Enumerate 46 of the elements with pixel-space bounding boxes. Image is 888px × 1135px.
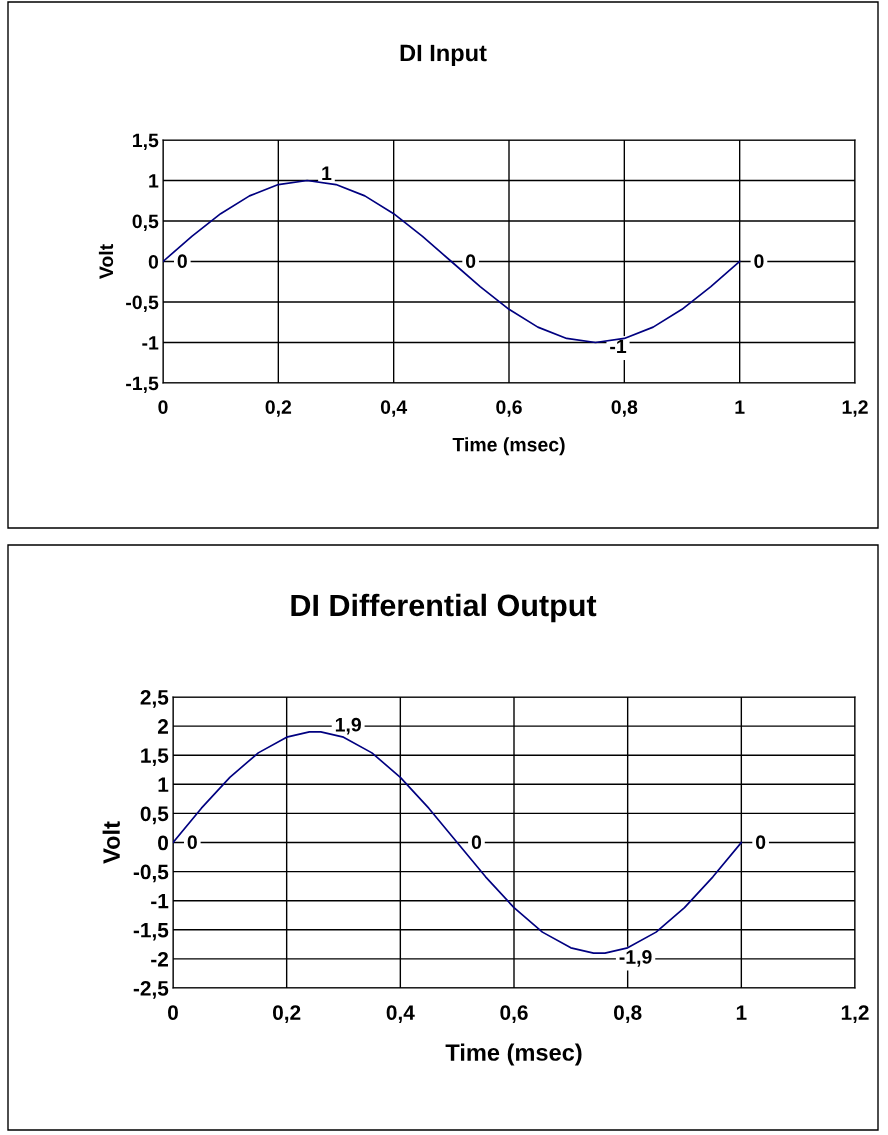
data-label: 0 <box>465 254 476 269</box>
x-tick-label: 0,6 <box>496 400 522 417</box>
y-tick-label: 0,5 <box>132 214 159 232</box>
y-tick-label: -0,5 <box>126 295 159 313</box>
y-tick-label: -1,5 <box>133 923 169 941</box>
y-tick-label: -1,5 <box>126 376 159 394</box>
data-label: 0 <box>755 835 766 850</box>
y-tick-label: -1 <box>151 893 169 909</box>
y-tick-label: 2 <box>157 719 168 734</box>
x-tick-label: 0,6 <box>500 1005 528 1023</box>
y-tick-label: -2,5 <box>133 981 169 999</box>
x-axis-title: Time (msec) <box>445 1043 582 1066</box>
y-tick-label: 1,5 <box>133 133 159 151</box>
y-tick-label: 1 <box>149 174 159 188</box>
chart-title: DI Input <box>400 44 487 66</box>
y-tick-label: -0,5 <box>133 864 169 883</box>
data-label: 0 <box>187 835 197 850</box>
y-tick-label: 0 <box>148 254 159 269</box>
x-tick-label: 0,8 <box>614 1005 642 1023</box>
y-tick-label: 1,5 <box>141 748 169 766</box>
x-tick-label: 1 <box>736 1005 747 1020</box>
data-label: 1,9 <box>335 717 361 735</box>
x-tick-label: 1,2 <box>841 1005 869 1023</box>
x-tick-label: 0,8 <box>611 400 638 417</box>
y-tick-label: -2 <box>151 951 168 967</box>
y-tick-label: -1 <box>142 336 159 350</box>
y-axis-title: Volt <box>98 244 114 280</box>
y-tick-label: 2,5 <box>140 690 169 708</box>
data-label: 0 <box>754 254 764 269</box>
y-tick-label: 1 <box>158 777 169 792</box>
data-label: 0 <box>471 835 482 850</box>
data-label: 1 <box>322 166 332 180</box>
x-axis-title: Time (msec) <box>452 437 565 456</box>
chart-title: DI Differential Output <box>291 593 597 623</box>
data-label: 0 <box>177 254 187 269</box>
x-tick-label: 0,2 <box>273 1005 301 1023</box>
y-tick-label: 0 <box>158 835 168 851</box>
data-label: -1,9 <box>619 950 652 967</box>
y-axis-title: Volt <box>102 821 120 864</box>
x-tick-label: 0,2 <box>265 400 292 417</box>
data-label: -1 <box>610 339 627 354</box>
x-tick-label: 0,4 <box>380 400 408 417</box>
y-tick-label: 0,5 <box>140 806 169 825</box>
x-tick-label: 1,2 <box>842 400 868 417</box>
x-tick-label: 0,4 <box>386 1005 415 1023</box>
x-tick-label: 1 <box>735 400 745 414</box>
